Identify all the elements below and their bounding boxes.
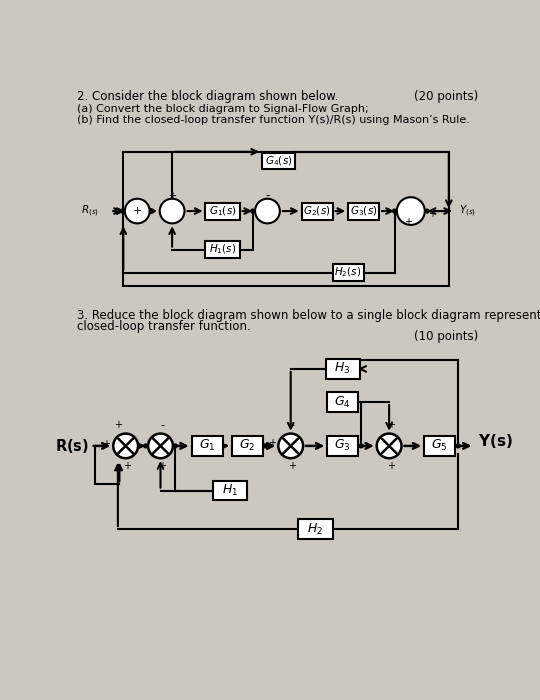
Text: $G_4$: $G_4$	[334, 395, 351, 409]
Circle shape	[144, 444, 148, 448]
Text: $H_2(s)$: $H_2(s)$	[334, 266, 362, 279]
Bar	[326, 359, 360, 379]
Circle shape	[251, 209, 255, 213]
Bar	[299, 519, 333, 539]
Text: $H_1(s)$: $H_1(s)$	[209, 243, 236, 256]
Text: $G_1$: $G_1$	[199, 438, 215, 454]
Text: +: +	[404, 217, 411, 228]
Bar	[262, 153, 295, 169]
Text: (b) Find the closed-loop transfer function Y(s)/R(s) using Mason’s Rule.: (b) Find the closed-loop transfer functi…	[77, 115, 470, 125]
Text: $Y_{(s)}$: $Y_{(s)}$	[459, 203, 476, 218]
Text: $G_3$: $G_3$	[334, 438, 351, 454]
Text: $G_2(s)$: $G_2(s)$	[303, 204, 331, 218]
Text: 3. Reduce the block diagram shown below to a single block diagram representing t: 3. Reduce the block diagram shown below …	[77, 309, 540, 322]
Bar	[424, 436, 455, 456]
Bar	[327, 436, 358, 456]
Circle shape	[160, 199, 185, 223]
Bar	[205, 241, 240, 258]
Text: $H_2$: $H_2$	[307, 522, 323, 537]
Text: +: +	[288, 461, 296, 471]
Circle shape	[125, 199, 150, 223]
Circle shape	[263, 444, 267, 448]
Text: $H_3$: $H_3$	[334, 361, 351, 377]
Text: $G_4(s)$: $G_4(s)$	[265, 154, 292, 168]
Text: +: +	[268, 438, 276, 448]
Bar	[327, 393, 358, 412]
Circle shape	[148, 433, 173, 459]
Text: -: -	[160, 421, 164, 430]
Text: $H_1$: $H_1$	[222, 483, 238, 498]
Text: (20 points): (20 points)	[414, 90, 478, 103]
Bar	[213, 481, 247, 500]
Text: +: +	[158, 461, 166, 471]
Circle shape	[150, 209, 154, 213]
Text: +: +	[114, 421, 122, 430]
Text: $G_1(s)$: $G_1(s)$	[209, 204, 237, 218]
Circle shape	[359, 444, 363, 448]
Circle shape	[393, 209, 396, 213]
Text: $G_5$: $G_5$	[431, 438, 448, 454]
Text: +: +	[132, 206, 142, 216]
Bar	[348, 202, 379, 220]
Circle shape	[397, 197, 425, 225]
Circle shape	[120, 209, 124, 213]
Circle shape	[456, 444, 460, 448]
Text: +: +	[387, 461, 395, 471]
Text: +: +	[428, 209, 436, 219]
Bar	[333, 264, 363, 281]
Text: $G_3(s)$: $G_3(s)$	[350, 204, 377, 218]
Circle shape	[113, 433, 138, 459]
Text: 2. Consider the block diagram shown below.: 2. Consider the block diagram shown belo…	[77, 90, 338, 103]
Text: +: +	[387, 421, 395, 430]
Circle shape	[377, 433, 402, 459]
Bar	[301, 202, 333, 220]
Circle shape	[173, 444, 177, 448]
Text: $G_2$: $G_2$	[239, 438, 255, 454]
Text: -: -	[291, 421, 294, 430]
Text: $\mathbf{R(s)}$: $\mathbf{R(s)}$	[55, 437, 89, 455]
Text: +: +	[168, 190, 176, 201]
Text: +: +	[102, 439, 110, 449]
Text: (10 points): (10 points)	[414, 330, 478, 344]
Bar	[232, 436, 263, 456]
Text: $\mathbf{Y(s)}$: $\mathbf{Y(s)}$	[478, 433, 513, 450]
Text: closed-loop transfer function.: closed-loop transfer function.	[77, 321, 251, 333]
Bar	[192, 436, 222, 456]
Text: -: -	[265, 189, 269, 202]
Bar	[205, 202, 240, 220]
Text: +: +	[123, 461, 131, 471]
Circle shape	[425, 209, 429, 213]
Text: (a) Convert the block diagram to Signal-Flow Graph;: (a) Convert the block diagram to Signal-…	[77, 104, 368, 114]
Circle shape	[278, 433, 303, 459]
Text: $R_{(s)}$: $R_{(s)}$	[81, 203, 99, 218]
Circle shape	[255, 199, 280, 223]
